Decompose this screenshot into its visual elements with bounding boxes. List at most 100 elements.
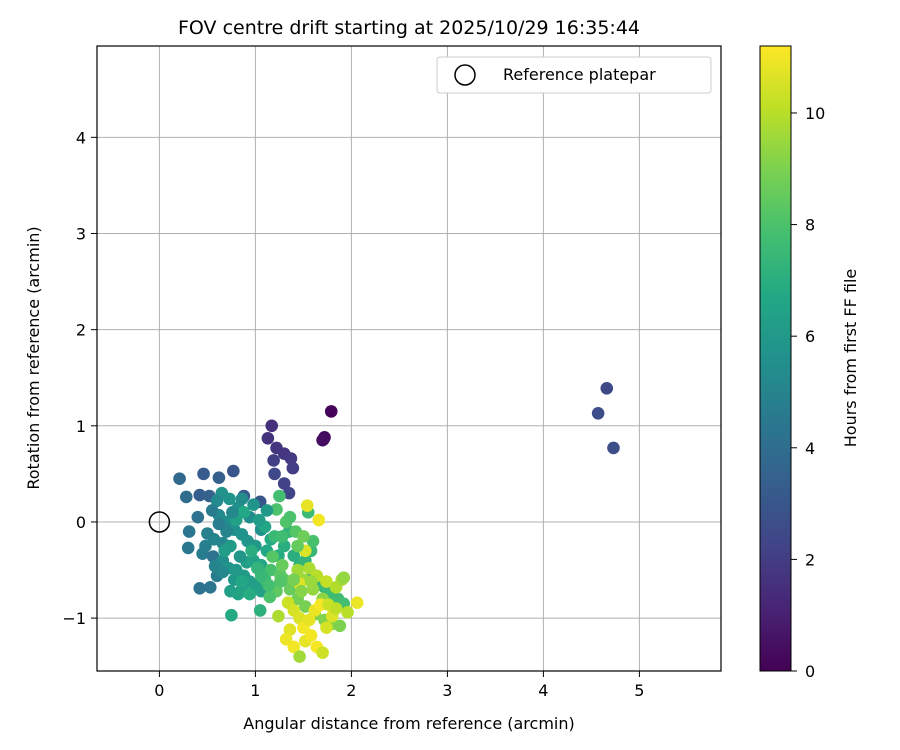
scatter-point: [254, 569, 268, 583]
scatter-point: [329, 602, 343, 615]
scatter-point: [212, 471, 226, 485]
scatter-point: [212, 517, 226, 531]
scatter-point: [287, 549, 301, 562]
scatter-point: [264, 563, 278, 577]
scatter-point: [291, 539, 304, 553]
scatter-point: [273, 489, 286, 503]
scatter-point: [191, 510, 205, 524]
scatter-point: [235, 575, 249, 588]
scatter-point: [297, 530, 310, 543]
y-tick-label: 1: [76, 417, 86, 436]
scatter-point: [304, 575, 318, 588]
legend-label: Reference platepar: [503, 65, 656, 84]
scatter-point: [237, 506, 251, 519]
scatter-point: [341, 606, 354, 619]
legend-marker-icon: [454, 64, 476, 86]
y-tick-label: 2: [76, 321, 86, 340]
colorbar-tick-label: 8: [805, 216, 815, 235]
scatter-point: [182, 525, 196, 538]
scatter-point: [193, 582, 207, 595]
scatter-point: [272, 609, 285, 623]
scatter-point: [283, 623, 297, 636]
scatter-point: [304, 629, 318, 642]
scatter-point: [277, 539, 291, 553]
x-tick-label: 3: [442, 681, 452, 700]
scatter-point: [333, 619, 347, 633]
scatter-point: [316, 646, 329, 660]
scatter-point: [235, 492, 249, 506]
scatter-point: [284, 452, 298, 465]
scatter-point: [216, 565, 230, 579]
scatter-point: [226, 506, 239, 519]
plot-frame: [96, 45, 722, 672]
colorbar: 0 2 4 6 8 10 Hours from first FF file: [759, 45, 860, 681]
scatter-point: [316, 433, 329, 447]
scatter-point: [293, 611, 306, 625]
colorbar-tick-label: 6: [805, 327, 815, 346]
colorbar-tick-label: 0: [805, 662, 815, 681]
colorbar-label: Hours from first FF file: [841, 269, 860, 448]
y-tick-label: 4: [76, 128, 86, 147]
scatter-point: [227, 464, 240, 478]
scatter-point: [337, 571, 351, 585]
legend-box: [436, 56, 712, 94]
scatter-point: [299, 600, 312, 613]
scatter-point: [203, 581, 217, 594]
scatter-point: [300, 499, 314, 512]
scatter-point: [274, 575, 287, 588]
scatter-point: [350, 596, 364, 610]
colorbar-gradient: [759, 45, 792, 672]
scatter-point: [320, 621, 333, 635]
chart-title: FOV centre drift starting at 2025/10/29 …: [178, 17, 640, 39]
legend: Reference platepar: [436, 56, 712, 94]
scatter-point: [262, 579, 276, 592]
scatter-point: [286, 461, 300, 475]
y-axis-ticks: −1 0 1 2 3 4: [62, 128, 97, 628]
scatter-point: [197, 467, 210, 481]
scatter-point: [600, 382, 614, 395]
scatter-point: [173, 472, 186, 485]
x-tick-label: 0: [154, 681, 164, 700]
scatter-point: [291, 563, 304, 577]
scatter-point: [193, 488, 207, 502]
scatter-point: [260, 504, 274, 517]
scatter-point: [320, 575, 333, 588]
scatter-point: [282, 486, 296, 500]
scatter-point: [283, 582, 297, 596]
scatter-point: [277, 477, 291, 490]
y-tick-label: 0: [76, 513, 86, 532]
scatter-point: [201, 527, 214, 540]
scatter-point: [270, 503, 283, 516]
scatter-point: [293, 650, 306, 663]
y-tick-label: 3: [76, 225, 86, 244]
scatter-point: [205, 504, 219, 517]
scatter-point: [206, 550, 220, 563]
scatter-point: [295, 584, 308, 598]
scatter-point: [233, 550, 247, 563]
y-tick-label: −1: [62, 609, 86, 628]
scatter-point: [199, 539, 212, 553]
scatter-point: [253, 604, 267, 617]
scatter-point: [181, 541, 195, 555]
scatter-point: [210, 494, 224, 508]
colorbar-tick-label: 4: [805, 439, 815, 458]
x-axis-label: Angular distance from reference (arcmin): [243, 714, 574, 733]
scatter-point: [324, 405, 338, 418]
scatter-point: [283, 510, 297, 524]
x-tick-label: 5: [634, 681, 644, 700]
x-tick-label: 1: [250, 681, 260, 700]
scatter-point: [287, 573, 301, 586]
scatter-point: [306, 534, 320, 548]
scatter-point: [247, 498, 260, 511]
colorbar-ticks: 0 2 4 6 8 10: [791, 104, 825, 681]
scatter-point: [266, 550, 279, 563]
scatter-point: [267, 454, 280, 467]
x-tick-label: 2: [346, 681, 356, 700]
colorbar-tick-label: 2: [805, 550, 815, 569]
scatter-point: [287, 640, 301, 654]
colorbar-tick-label: 10: [805, 104, 825, 123]
scatter-point: [591, 407, 605, 420]
scatter-point: [312, 513, 326, 527]
scatter-point: [243, 587, 256, 601]
